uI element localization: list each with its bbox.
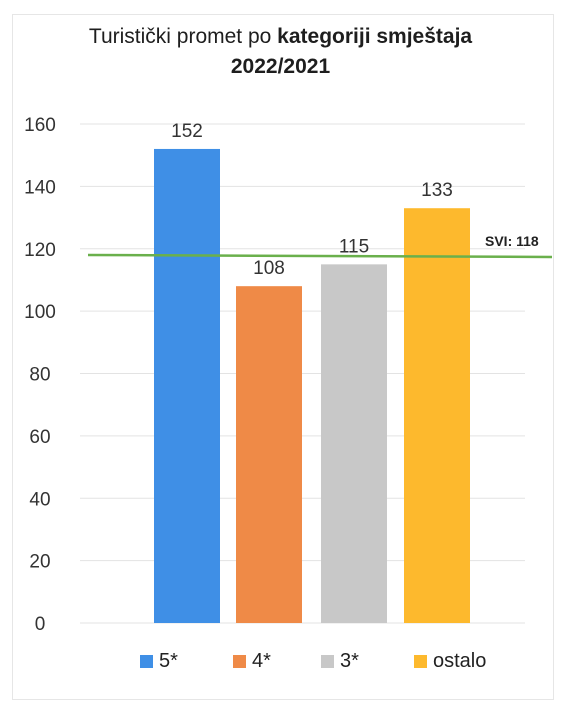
legend-label: 3*	[340, 650, 359, 672]
data-label: 133	[421, 180, 453, 201]
title-normal: Turistički promet po	[88, 25, 272, 48]
y-tick-label: 140	[24, 177, 56, 198]
y-tick-label: 80	[29, 365, 50, 386]
y-tick-label: 100	[24, 302, 56, 323]
y-tick-label: 120	[24, 240, 56, 261]
y-tick-label: 40	[29, 489, 50, 510]
bar-4*	[236, 286, 302, 623]
chart-title: Turistički promet po kategoriji smještaj…	[0, 22, 561, 82]
data-label: 152	[171, 121, 203, 142]
legend-swatch	[233, 655, 246, 668]
legend-swatch	[414, 655, 427, 668]
y-tick-label: 20	[29, 552, 50, 573]
chart-legend: 5* 4* 3* ostalo	[0, 650, 561, 680]
y-tick-label: 0	[35, 614, 46, 635]
bar-5*	[154, 148, 220, 623]
reference-line-label: SVI: 118	[485, 233, 539, 249]
legend-swatch	[140, 655, 153, 668]
y-tick-label: 60	[29, 427, 50, 448]
legend-item-ostalo: ostalo	[414, 650, 486, 673]
data-label: 115	[339, 236, 369, 257]
data-label: 108	[253, 258, 285, 279]
legend-item-5*: 5*	[140, 650, 178, 673]
title-bold: kategoriji smještaja	[277, 25, 473, 48]
legend-swatch	[321, 655, 334, 668]
legend-item-4*: 4*	[233, 650, 271, 673]
legend-item-3*: 3*	[321, 650, 359, 673]
bar-3*	[321, 264, 387, 623]
legend-label: ostalo	[433, 650, 487, 672]
reference-line	[87, 253, 553, 259]
chart-subtitle: 2022/2021	[230, 55, 331, 78]
legend-label: 4*	[252, 650, 271, 672]
legend-label: 5*	[159, 650, 178, 672]
bar-ostalo	[404, 208, 470, 624]
y-tick-label: 160	[24, 115, 56, 136]
